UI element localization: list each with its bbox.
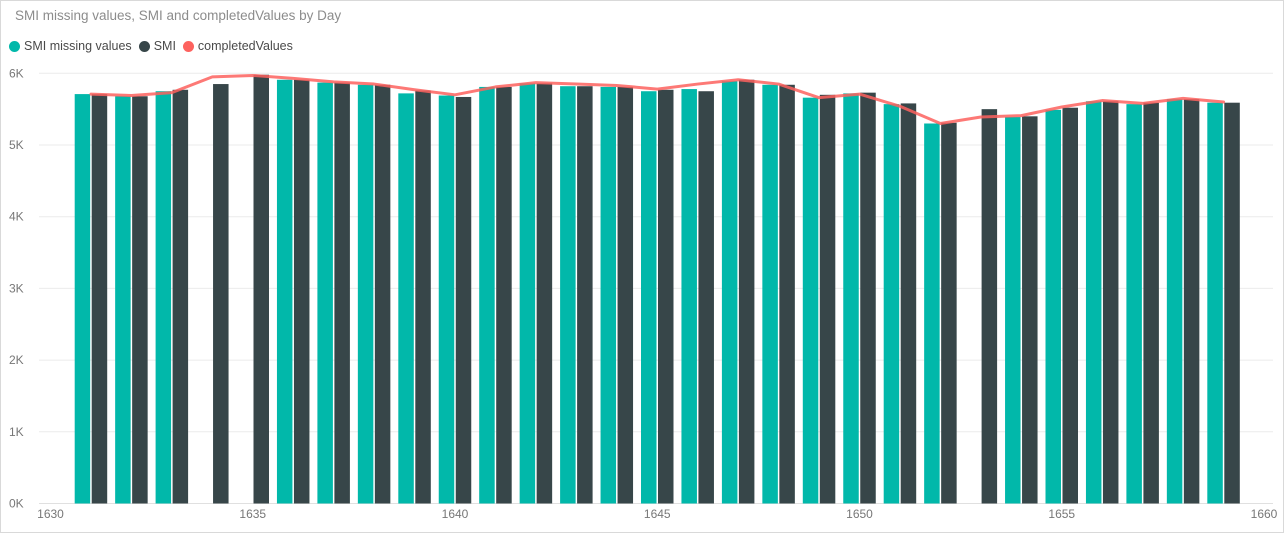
legend-label: completedValues xyxy=(197,39,293,53)
bar-smi-1637[interactable] xyxy=(334,82,350,504)
bar-smi-1642[interactable] xyxy=(536,83,553,504)
bar-smi-1631[interactable] xyxy=(91,94,108,504)
chart-title: SMI missing values, SMI and completedVal… xyxy=(15,8,342,23)
bar-smi-1633[interactable] xyxy=(172,89,189,504)
bar-smi-1638[interactable] xyxy=(374,84,391,504)
legend-item-smi[interactable]: SMI xyxy=(138,39,176,53)
legend: SMI missing values SMI completedValues xyxy=(9,39,293,53)
x-tick-label: 1645 xyxy=(644,507,671,521)
x-tick-label: 1640 xyxy=(442,507,469,521)
bar-smi-missing-values-1654[interactable] xyxy=(1005,117,1021,504)
y-tick-label: 2K xyxy=(9,353,24,367)
bar-smi-missing-values-1633[interactable] xyxy=(155,91,172,504)
y-tick-label: 1K xyxy=(9,425,24,439)
bar-smi-1651[interactable] xyxy=(900,103,917,504)
legend-item-completedvalues[interactable]: completedValues xyxy=(182,39,293,53)
bar-smi-missing-values-1659[interactable] xyxy=(1207,102,1223,504)
bar-smi-1656[interactable] xyxy=(1102,101,1119,504)
legend-label: SMI missing values xyxy=(24,39,132,53)
y-tick-label: 3K xyxy=(9,281,24,295)
bar-smi-1640[interactable] xyxy=(455,96,472,504)
bar-smi-missing-values-1651[interactable] xyxy=(883,104,900,504)
bar-smi-1658[interactable] xyxy=(1183,99,1200,504)
bar-smi-1639[interactable] xyxy=(415,90,431,504)
bar-smi-missing-values-1649[interactable] xyxy=(802,97,819,504)
legend-dot-icon xyxy=(182,40,194,52)
y-tick-label: 5K xyxy=(9,138,24,152)
legend-dot-icon xyxy=(138,40,150,52)
bar-smi-1646[interactable] xyxy=(698,91,714,504)
bar-smi-missing-values-1631[interactable] xyxy=(74,94,91,504)
bar-smi-missing-values-1640[interactable] xyxy=(438,95,455,504)
bar-smi-1645[interactable] xyxy=(658,89,674,504)
bar-smi-missing-values-1645[interactable] xyxy=(641,91,657,504)
bar-smi-missing-values-1655[interactable] xyxy=(1045,109,1062,504)
bar-smi-missing-values-1642[interactable] xyxy=(519,83,536,504)
bar-smi-1647[interactable] xyxy=(738,79,755,504)
x-tick-label: 1660 xyxy=(1251,507,1278,521)
completedvalues-line[interactable] xyxy=(89,73,1226,125)
legend-dot-icon xyxy=(9,40,20,52)
bar-smi-1649[interactable] xyxy=(819,94,836,504)
bar-smi-1643[interactable] xyxy=(577,86,593,504)
bar-smi-missing-values-1641[interactable] xyxy=(479,86,495,504)
bar-smi-1635[interactable] xyxy=(253,74,270,504)
bar-smi-1644[interactable] xyxy=(617,86,634,504)
bar-smi-1632[interactable] xyxy=(132,96,148,504)
bar-smi-1652[interactable] xyxy=(941,122,957,504)
bar-smi-1648[interactable] xyxy=(779,84,795,504)
bar-smi-missing-values-1636[interactable] xyxy=(276,79,293,504)
x-tick-label: 1630 xyxy=(37,507,64,521)
y-tick-label: 6K xyxy=(9,66,24,80)
x-tick-label: 1650 xyxy=(846,507,873,521)
x-tick-label: 1655 xyxy=(1048,507,1075,521)
bar-smi-1659[interactable] xyxy=(1224,102,1240,504)
bar-smi-missing-values-1646[interactable] xyxy=(681,89,697,504)
bar-smi-1636[interactable] xyxy=(293,79,310,504)
bar-smi-missing-values-1643[interactable] xyxy=(560,86,576,504)
bar-smi-missing-values-1632[interactable] xyxy=(115,96,131,504)
bar-smi-1653[interactable] xyxy=(981,109,998,504)
bar-smi-missing-values-1639[interactable] xyxy=(398,93,414,504)
bar-smi-missing-values-1648[interactable] xyxy=(762,84,778,504)
x-tick-label: 1635 xyxy=(239,507,266,521)
y-tick-label: 4K xyxy=(9,210,24,224)
bar-smi-missing-values-1647[interactable] xyxy=(721,81,738,504)
bar-smi-1634[interactable] xyxy=(213,84,229,504)
bar-smi-missing-values-1637[interactable] xyxy=(317,82,333,504)
y-tick-label: 0K xyxy=(9,497,24,511)
bar-smi-missing-values-1650[interactable] xyxy=(843,93,859,504)
bar-smi-missing-values-1638[interactable] xyxy=(357,84,374,504)
bar-smi-1641[interactable] xyxy=(496,86,512,504)
bar-smi-1650[interactable] xyxy=(860,92,876,504)
legend-item-smi-missing-values[interactable]: SMI missing values xyxy=(9,39,132,53)
bar-smi-1657[interactable] xyxy=(1143,102,1159,504)
bar-smi-missing-values-1644[interactable] xyxy=(600,86,617,504)
bar-smi-missing-values-1652[interactable] xyxy=(924,123,940,504)
bar-smi-missing-values-1658[interactable] xyxy=(1166,99,1183,504)
bar-smi-missing-values-1657[interactable] xyxy=(1126,104,1142,504)
bar-smi-1654[interactable] xyxy=(1022,116,1038,504)
legend-label: SMI xyxy=(153,39,176,53)
bar-smi-missing-values-1656[interactable] xyxy=(1085,101,1102,504)
bar-smi-1655[interactable] xyxy=(1062,107,1079,504)
